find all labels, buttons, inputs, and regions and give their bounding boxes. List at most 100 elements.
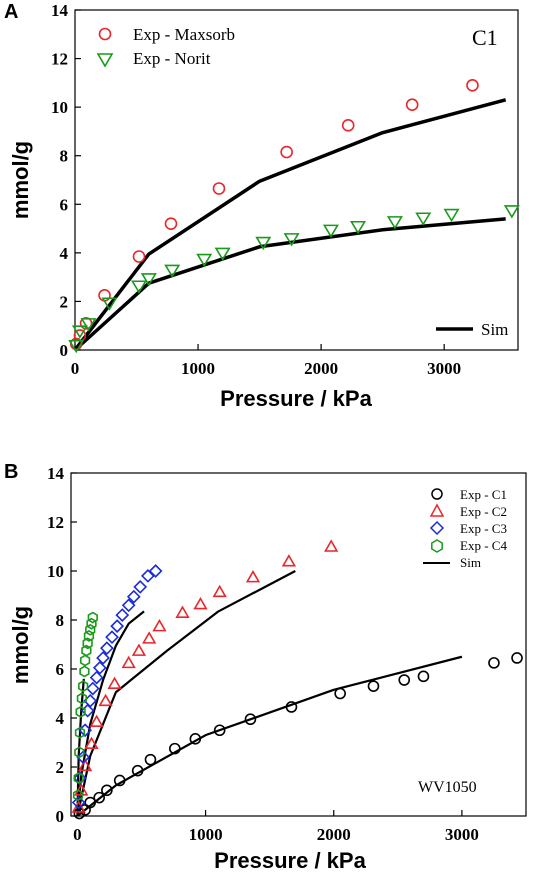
data-point-exp-c2: [131, 643, 147, 656]
legend-item-c2: Exp - C2: [429, 503, 507, 519]
data-point-exp-c4: [74, 726, 86, 739]
data-point-exp-c4: [73, 772, 84, 784]
data-point-exp-maxsorb: [341, 119, 355, 132]
data-point-exp-norit: [443, 208, 460, 223]
data-point-exp-c4: [81, 644, 92, 657]
y-tick-label: 12: [51, 50, 68, 69]
data-point-exp-c4: [75, 705, 86, 718]
data-point-exp-c1: [285, 701, 298, 713]
data-point-exp-maxsorb: [405, 98, 419, 112]
data-point-exp-c2: [324, 539, 339, 552]
data-point-exp-norit: [68, 339, 85, 354]
legend-label-c2: Exp - C2: [460, 504, 507, 519]
legend-marker-c2: [429, 503, 445, 517]
data-point-exp-c2: [245, 570, 261, 583]
legend-marker-c4: [431, 539, 443, 553]
y-tick-label: 2: [56, 758, 65, 777]
data-point-exp-c4: [74, 746, 85, 759]
data-point-exp-c3: [133, 580, 148, 594]
data-point-exp-norit: [415, 212, 432, 226]
panel-a-x-axis-label: Pressure / kPa: [220, 386, 372, 411]
x-tick-label: 2000: [317, 825, 351, 844]
sim-line: [76, 655, 463, 817]
data-point-exp-c1: [398, 674, 411, 686]
x-tick-label: 0: [71, 359, 80, 378]
data-point-exp-maxsorb: [212, 182, 226, 195]
data-point-exp-c2: [77, 758, 93, 772]
sim-line: [76, 678, 85, 817]
data-point-exp-c3: [92, 660, 107, 675]
data-point-exp-c1: [169, 742, 181, 755]
legend-marker-maxsorb: [98, 27, 112, 41]
x-tick-label: 1000: [181, 359, 215, 378]
data-point-exp-c4: [72, 789, 84, 802]
data-point-exp-c1: [334, 687, 346, 700]
y-tick-label: 0: [60, 341, 69, 360]
panel-b-data-points: [71, 539, 523, 820]
x-tick-label: 0: [73, 825, 82, 844]
data-point-exp-c2: [152, 619, 167, 632]
data-point-exp-c2: [142, 631, 157, 644]
data-point-exp-norit: [164, 264, 181, 279]
y-tick-label: 14: [47, 464, 65, 483]
data-point-exp-norit: [386, 216, 403, 230]
data-point-exp-c3: [115, 608, 130, 622]
legend-marker-c1: [431, 488, 443, 500]
sim-line: [76, 570, 296, 817]
y-tick-label: 4: [56, 709, 65, 728]
data-point-exp-c3: [126, 589, 141, 604]
y-tick-label: 10: [47, 562, 64, 581]
panel-a: A 0 1000 2000 3000 0 2 4 6 8 10 12 14 C1 Exp - Maxs…: [4, 1, 520, 411]
panel-a-y-axis-label: mmol/g: [8, 141, 33, 219]
panel-a-annotation: C1: [472, 25, 498, 50]
data-point-exp-norit: [322, 224, 339, 238]
data-point-exp-c2: [121, 655, 136, 669]
legend-item-sim-b: Sim: [423, 555, 481, 570]
x-tick-label: 3000: [445, 825, 479, 844]
data-point-exp-c2: [193, 596, 208, 610]
data-point-exp-norit: [196, 253, 213, 268]
panel-b-sim-lines: [76, 570, 463, 817]
data-point-exp-norit: [140, 273, 157, 287]
data-point-exp-maxsorb: [132, 250, 146, 263]
data-point-exp-norit: [71, 325, 88, 339]
legend-label-maxsorb: Exp - Maxsorb: [133, 25, 235, 44]
legend-label-c4: Exp - C4: [460, 538, 507, 553]
data-point-exp-c2: [98, 693, 113, 707]
data-point-exp-maxsorb: [164, 217, 178, 231]
legend-item-maxsorb: Exp - Maxsorb: [98, 25, 235, 44]
panel-a-plot-frame: [74, 9, 519, 351]
sim-line: [73, 98, 507, 352]
legend-label-c3: Exp - C3: [460, 521, 507, 536]
panel-a-sim-lines: [73, 98, 507, 352]
y-tick-label: 6: [56, 660, 65, 679]
data-point-exp-c1: [367, 680, 380, 692]
x-tick-label: 3000: [427, 359, 461, 378]
y-tick-label: 8: [56, 611, 65, 630]
y-tick-label: 6: [60, 195, 69, 214]
panel-a-label: A: [4, 1, 18, 23]
data-point-exp-c1: [213, 724, 226, 737]
x-tick-label: 1000: [189, 825, 223, 844]
data-point-exp-c2: [175, 605, 190, 618]
data-point-exp-c3: [76, 750, 91, 765]
data-point-exp-c4: [87, 611, 98, 624]
data-point-exp-c3: [89, 670, 104, 685]
y-tick-label: 14: [51, 1, 69, 20]
legend-label-sim: Sim: [481, 320, 508, 339]
data-point-exp-c1: [101, 784, 113, 797]
panel-b-x-axis-label: Pressure / kPa: [214, 848, 366, 873]
data-point-exp-c1: [93, 791, 105, 804]
sim-line: [76, 610, 145, 817]
data-point-exp-c3: [100, 641, 114, 656]
data-point-exp-c4: [79, 665, 90, 678]
x-tick-label: 2000: [304, 359, 338, 378]
data-point-exp-c1: [244, 713, 257, 726]
legend-label-c1: Exp - C1: [460, 487, 507, 502]
sim-line: [73, 217, 506, 352]
data-point-exp-c3: [85, 681, 100, 696]
data-point-exp-norit: [80, 318, 97, 332]
y-tick-label: 0: [56, 807, 65, 826]
data-point-exp-c3: [71, 795, 86, 810]
